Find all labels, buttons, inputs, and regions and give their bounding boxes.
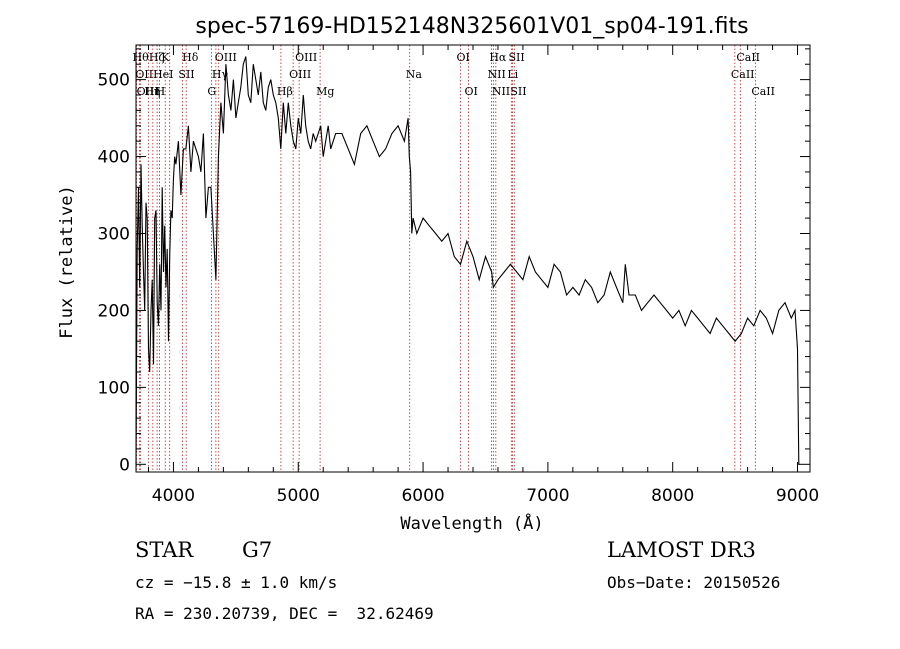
line-label: Hη	[144, 85, 160, 98]
y-axis-ticks: 0 100 200 300 400 500	[98, 48, 810, 475]
x-tick-label: 9000	[776, 486, 819, 506]
line-label: CaII	[736, 51, 760, 64]
line-label: Hδ	[182, 51, 199, 64]
x-axis-label: Wavelength (Å)	[400, 512, 543, 534]
line-label: OI	[465, 85, 478, 98]
line-label: K	[161, 51, 170, 64]
line-label: SII	[178, 68, 194, 81]
chart-title: spec-57169-HD152148N325601V01_sp04-191.f…	[195, 14, 748, 39]
spectrum-chart: spec-57169-HD152148N325601V01_sp04-191.f…	[57, 14, 819, 534]
x-tick-label: 7000	[526, 486, 569, 506]
line-label: Hβ	[277, 85, 293, 98]
line-label: OIII	[295, 51, 317, 64]
x-tick-label: 6000	[401, 486, 444, 506]
line-label: OI	[457, 51, 470, 64]
spectrum-line	[135, 56, 800, 465]
line-label: Mg	[316, 85, 334, 98]
spectral-line-markers	[136, 45, 756, 472]
spectral-subclass: G7	[242, 538, 273, 562]
x-tick-label: 8000	[651, 486, 694, 506]
line-label: NII	[487, 68, 505, 81]
line-label: OIII	[137, 85, 159, 98]
x-axis-ticks: 4000 5000 6000 7000 8000 9000	[147, 45, 819, 506]
y-tick-label: 400	[98, 148, 130, 168]
line-label: G	[207, 85, 216, 98]
x-tick-label: 4000	[152, 486, 195, 506]
y-tick-label: 300	[98, 224, 130, 244]
line-label: SII	[508, 51, 524, 64]
y-tick-label: 200	[98, 301, 130, 321]
y-tick-label: 0	[119, 455, 130, 475]
line-label: OII	[135, 68, 153, 81]
line-label: Hγ	[212, 68, 229, 81]
line-label: Hθ	[132, 51, 149, 64]
line-label: Hζ	[149, 51, 165, 64]
survey-name: LAMOST DR3	[607, 538, 756, 562]
line-label: OIII	[215, 51, 237, 64]
line-label: H	[156, 85, 166, 98]
line-label: HeI	[153, 68, 173, 81]
line-label: OIII	[289, 68, 311, 81]
coordinates-readout: RA = 230.20739, DEC = 32.62469	[135, 604, 434, 623]
x-tick-label: 5000	[277, 486, 320, 506]
object-type: STAR	[135, 538, 194, 562]
observation-date: Obs−Date: 20150526	[607, 573, 781, 592]
line-label: Hα	[489, 51, 507, 64]
line-label: CaII	[731, 68, 755, 81]
line-label: Li	[507, 68, 518, 81]
line-label: SII	[510, 85, 526, 98]
line-label: Na	[406, 68, 423, 81]
y-tick-label: 100	[98, 378, 130, 398]
line-label: CaII	[751, 85, 775, 98]
y-tick-label: 500	[98, 71, 130, 91]
line-label: NII	[492, 85, 510, 98]
y-axis-label: Flux (relative)	[57, 185, 77, 339]
velocity-readout: cz = −15.8 ± 1.0 km/s	[135, 573, 338, 592]
